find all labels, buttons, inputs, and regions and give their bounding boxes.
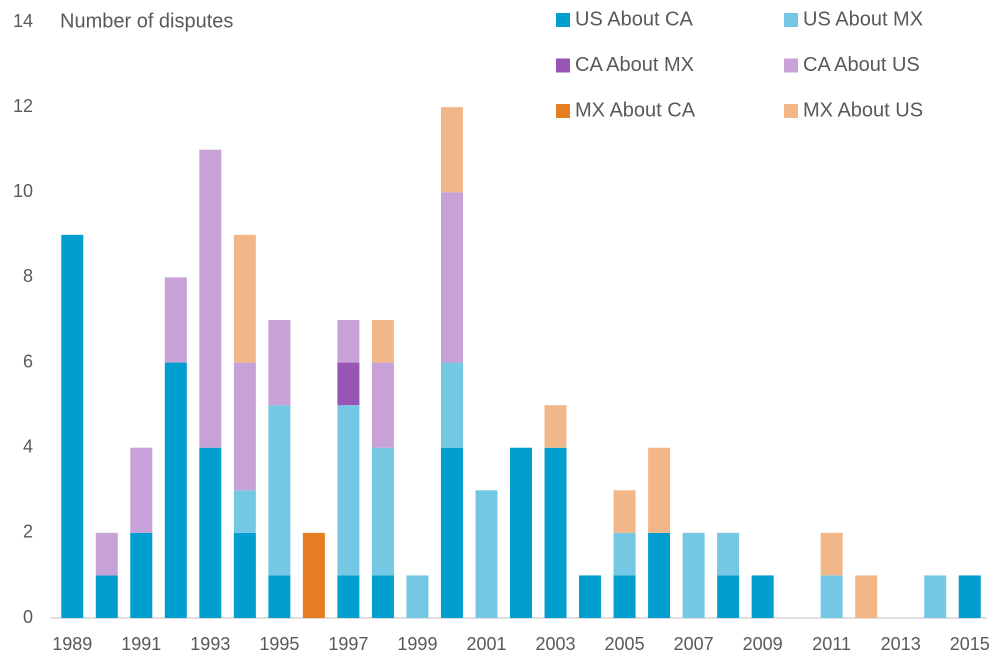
y-tick-label: 14 xyxy=(13,11,33,31)
bar-segment xyxy=(820,575,843,618)
y-tick-label: 0 xyxy=(23,607,33,627)
bar-segment xyxy=(371,320,394,363)
legend-swatch xyxy=(784,58,798,73)
legend-swatch xyxy=(784,104,798,118)
bar-segment xyxy=(268,575,291,618)
x-tick-label: 1993 xyxy=(190,634,230,654)
x-tick-label: 1989 xyxy=(52,634,92,654)
bar-segment xyxy=(406,575,429,618)
x-tick-label: 1997 xyxy=(328,634,368,654)
bar-segment xyxy=(95,575,118,618)
x-tick-label: 2007 xyxy=(674,634,714,654)
bar-segment xyxy=(233,490,256,533)
x-tick-label: 2001 xyxy=(466,634,506,654)
bar-segment xyxy=(337,362,360,406)
x-tick-label: 2005 xyxy=(605,634,645,654)
y-tick-label: 4 xyxy=(23,436,33,456)
bar-segment xyxy=(164,362,187,618)
legend-swatch xyxy=(556,13,570,27)
bar-segment xyxy=(544,405,567,448)
bar-segment xyxy=(613,490,636,533)
legend-label: US About CA xyxy=(575,8,694,30)
bar-segment xyxy=(233,234,256,363)
x-tick-label: 2011 xyxy=(812,634,851,654)
bar-segment xyxy=(544,447,567,618)
bar-segment xyxy=(302,532,325,618)
bar-segment xyxy=(95,532,118,576)
bar-segment xyxy=(440,362,463,448)
bar-segment xyxy=(371,362,394,448)
x-tick-label: 2003 xyxy=(535,634,575,654)
legend-swatch xyxy=(556,104,570,118)
bar-segment xyxy=(440,447,463,618)
bar-segment xyxy=(371,447,394,576)
bar-segment xyxy=(648,447,671,533)
bar-segment xyxy=(682,532,705,618)
bar-segment xyxy=(164,277,187,363)
legend-label: CA About MX xyxy=(575,54,694,76)
bar-segment xyxy=(648,532,671,618)
y-tick-label: 8 xyxy=(23,266,33,286)
bar-segment xyxy=(440,192,463,363)
bar-segment xyxy=(440,107,463,193)
bar-segment xyxy=(61,234,84,618)
x-tick-label: 2013 xyxy=(881,634,921,654)
legend-label: US About MX xyxy=(803,8,923,30)
bar-segment xyxy=(130,532,153,618)
bar-segment xyxy=(924,575,947,618)
x-tick-label: 2015 xyxy=(950,634,990,654)
legend-swatch xyxy=(556,58,570,73)
bar-segment xyxy=(613,532,636,576)
bar-segment xyxy=(510,447,532,618)
bar-segment xyxy=(371,575,394,618)
x-tick-label: 1999 xyxy=(397,634,437,654)
bar-segment xyxy=(199,149,222,448)
x-tick-label: 1995 xyxy=(259,634,299,654)
bar-segment xyxy=(233,362,256,491)
bar-segment xyxy=(337,405,360,576)
y-tick-label: 2 xyxy=(23,522,33,542)
bar-segment xyxy=(751,575,774,618)
x-tick-label: 1991 xyxy=(121,634,161,654)
bar-segment xyxy=(130,447,153,533)
legend-label: MX About CA xyxy=(575,99,696,121)
y-axis-label: Number of disputes xyxy=(60,10,233,32)
bar-segment xyxy=(337,320,360,363)
bar-segment xyxy=(717,575,740,618)
y-tick-label: 12 xyxy=(13,96,33,116)
bar-segment xyxy=(613,575,636,618)
bar-segment xyxy=(475,490,498,618)
bar-segment xyxy=(268,405,291,576)
x-tick-label: 2009 xyxy=(743,634,783,654)
bar-segment xyxy=(717,532,740,576)
legend-label: CA About US xyxy=(803,54,920,76)
bar-segment xyxy=(233,532,256,618)
bar-segment xyxy=(958,575,981,618)
y-tick-label: 6 xyxy=(23,351,33,371)
bar-segment xyxy=(268,320,291,406)
legend-swatch xyxy=(784,13,798,27)
y-tick-label: 10 xyxy=(13,181,33,201)
bar-segment xyxy=(337,575,360,618)
bar-segment xyxy=(579,575,602,618)
bar-segment xyxy=(820,532,843,576)
bar-segment xyxy=(199,447,222,618)
bar-segment xyxy=(855,575,878,618)
legend-label: MX About US xyxy=(803,99,923,121)
